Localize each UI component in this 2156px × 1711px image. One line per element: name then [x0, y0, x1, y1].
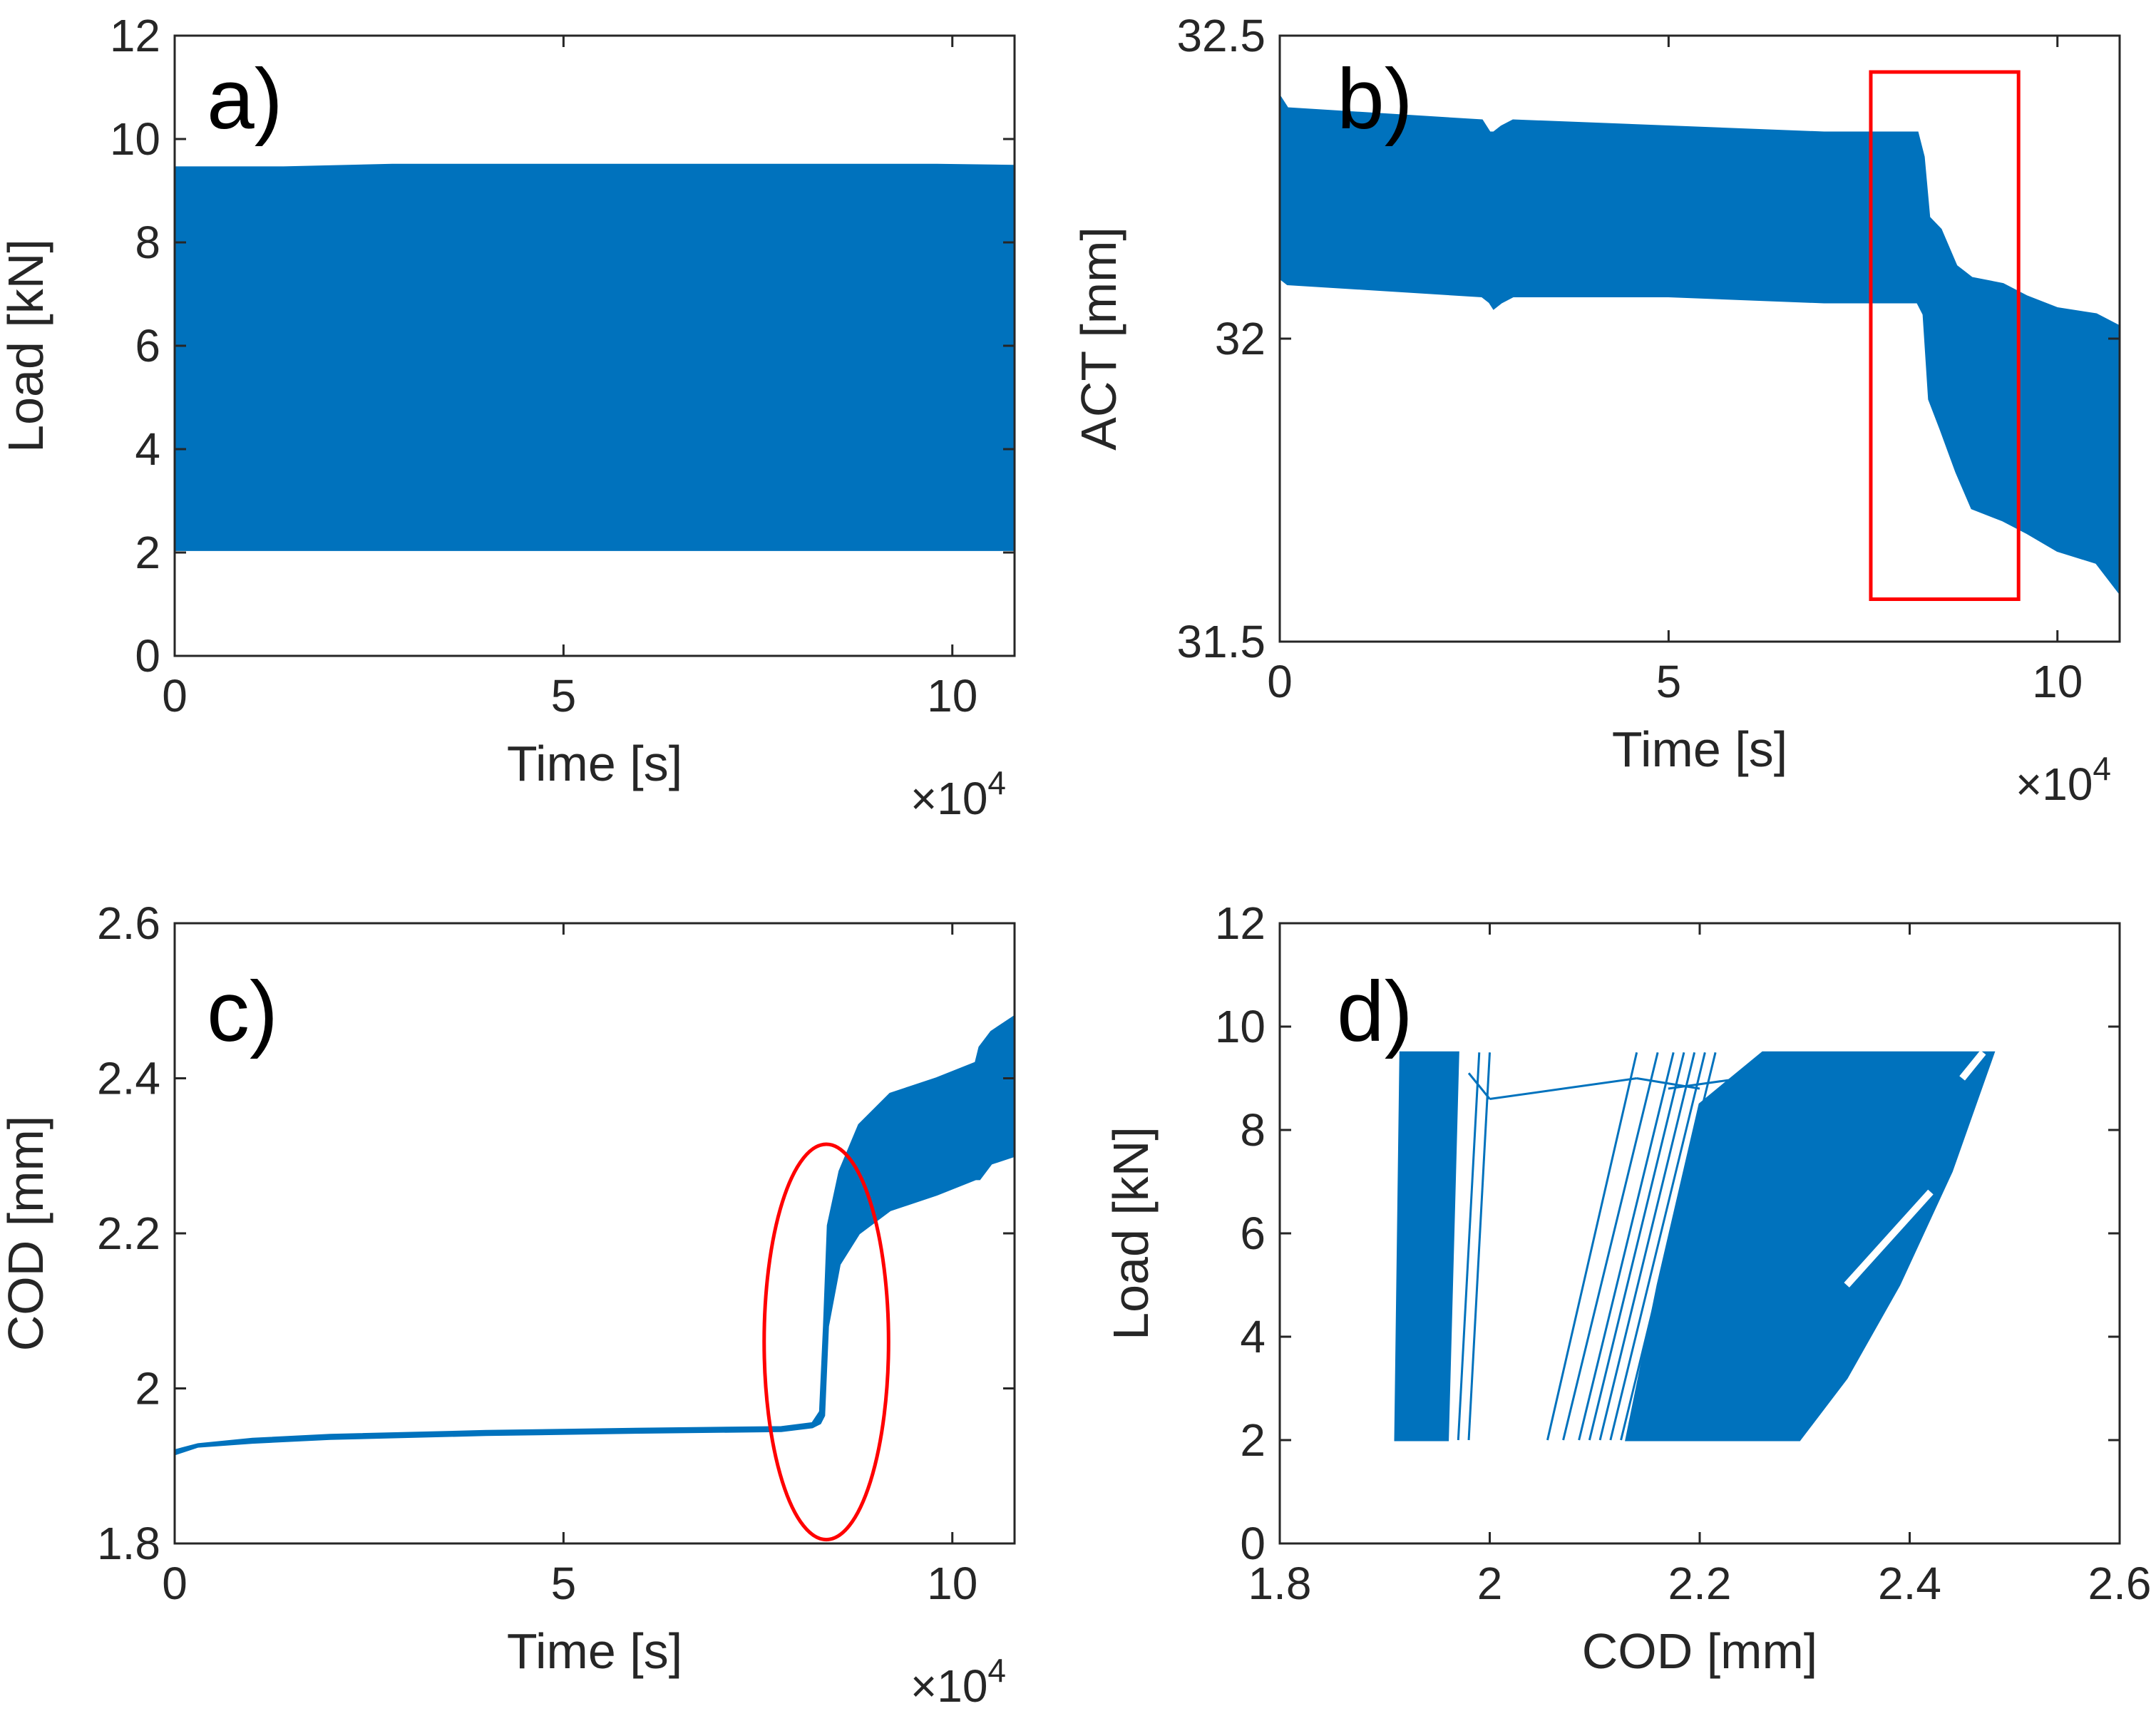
y-tick-label-a-2: 4	[135, 423, 160, 475]
series-line-d-12	[1668, 1077, 1742, 1090]
x-tick-label-b-0: 0	[1267, 656, 1293, 707]
x-tick-label-c-1: 5	[551, 1558, 577, 1609]
y-tick-label-a-3: 6	[135, 320, 160, 371]
y-tick-label-a-1: 2	[135, 527, 160, 578]
panel-a-x-multiplier: ×104	[910, 764, 1006, 824]
panel-c-data	[175, 1014, 1015, 1456]
x-tick-label-a-0: 0	[162, 670, 188, 721]
y-tick-label-d-5: 10	[1215, 1001, 1266, 1052]
x-tick-label-a-1: 5	[551, 670, 577, 721]
y-tick-label-c-1: 2	[135, 1363, 160, 1414]
y-tick-label-b-0: 31.5	[1176, 616, 1266, 667]
series-line-d-7	[1588, 1052, 1685, 1441]
panel-d-ticks: 1.8 2 2.2 2.4 2.6 0 2 4 6 8 10 12	[1215, 898, 2152, 1609]
panel-b-y-axis-label: ACT [mm]	[1071, 227, 1126, 451]
panel-b-label: b)	[1337, 51, 1413, 147]
series-line-d-2	[1489, 1077, 1637, 1100]
panel-a-data	[175, 163, 1015, 551]
y-tick-label-d-0: 0	[1240, 1518, 1266, 1569]
x-tick-label-b-2: 10	[2032, 656, 2083, 707]
panel-b-x-multiplier: ×104	[2016, 750, 2111, 810]
y-tick-label-d-1: 2	[1240, 1414, 1266, 1466]
x-tick-label-d-2: 2.2	[1668, 1558, 1732, 1609]
series-region-d-1	[1625, 1051, 1996, 1442]
y-tick-label-c-2: 2.2	[97, 1208, 160, 1259]
panel-a-label: a)	[207, 51, 283, 147]
y-tick-label-d-4: 8	[1240, 1104, 1266, 1156]
series-line-d-9	[1609, 1052, 1706, 1441]
highlight-rectangle-b	[1869, 70, 2021, 601]
panel-b-data	[1280, 94, 2120, 595]
y-tick-label-c-0: 1.8	[97, 1518, 160, 1569]
highlight-ellipse-c	[762, 1142, 890, 1542]
panel-c-ticks: 0 5 10 1.8 2 2.2 2.4 2.6	[97, 898, 1015, 1609]
panel-c-annotations	[762, 1142, 890, 1542]
chart-panel-c: 0 5 10 1.8 2 2.2 2.4 2.6 c) Time [s] COD [mm] ×…	[0, 898, 1016, 1711]
panel-a-x-axis-label: Time [s]	[507, 736, 682, 791]
y-tick-label-c-4: 2.6	[97, 898, 160, 949]
panel-d-y-axis-label: Load [kN]	[1103, 1126, 1159, 1340]
panel-d-data	[1394, 1050, 1996, 1442]
y-tick-label-c-3: 2.4	[97, 1053, 160, 1104]
series-line-d-6	[1578, 1052, 1675, 1441]
series-line-d-0	[1467, 1052, 1491, 1441]
y-tick-label-b-2: 32.5	[1176, 10, 1266, 61]
series-band-a-0	[175, 163, 1015, 551]
series-line-d-4	[1546, 1052, 1638, 1441]
x-tick-label-d-1: 2	[1477, 1558, 1503, 1609]
panel-c-x-axis-label: Time [s]	[507, 1623, 682, 1679]
panel-c-y-axis-label: COD [mm]	[0, 1116, 53, 1352]
chart-panel-b: 0 5 10 31.5 32 32.5 b) Time [s] ACT [mm] ×104	[1071, 10, 2121, 810]
y-tick-label-d-6: 12	[1215, 898, 1266, 949]
series-line-d-10	[1620, 1052, 1717, 1441]
chart-panel-d: 1.8 2 2.2 2.4 2.6 0 2 4 6 8 10 12 d) COD [mm] Load …	[1103, 898, 2151, 1679]
series-line-d-3	[1467, 1072, 1491, 1100]
panel-b-annotations	[1869, 70, 2021, 601]
series-line-d-5	[1562, 1052, 1659, 1441]
panel-c-axes-box	[173, 922, 1016, 1545]
y-tick-label-a-6: 12	[110, 10, 160, 61]
series-line-d-1	[1457, 1052, 1481, 1441]
series-band-c-0	[175, 1014, 1015, 1456]
x-tick-label-d-0: 1.8	[1248, 1558, 1312, 1609]
x-tick-label-d-3: 2.4	[1878, 1558, 1941, 1609]
x-tick-label-a-2: 10	[927, 670, 977, 721]
panel-d-label: d)	[1337, 964, 1413, 1059]
y-tick-label-d-3: 6	[1240, 1208, 1266, 1259]
x-tick-label-d-4: 2.6	[2088, 1558, 2152, 1609]
x-tick-label-c-2: 10	[927, 1558, 977, 1609]
x-tick-label-b-1: 5	[1656, 656, 1682, 707]
series-line-d-8	[1598, 1052, 1696, 1441]
y-tick-label-a-5: 10	[110, 113, 160, 165]
panel-d-x-axis-label: COD [mm]	[1582, 1623, 1818, 1679]
y-tick-label-b-1: 32	[1215, 313, 1266, 364]
panel-c-label: c)	[207, 964, 278, 1059]
panel-b-ticks: 0 5 10 31.5 32 32.5	[1176, 10, 2120, 707]
series-band-b-0	[1280, 94, 2120, 595]
y-tick-label-d-2: 4	[1240, 1311, 1266, 1362]
y-tick-label-a-4: 8	[135, 217, 160, 268]
panel-a-ticks: 0 5 10 0 2 4 6 8 10 12	[110, 10, 1015, 721]
x-tick-label-c-0: 0	[162, 1558, 188, 1609]
y-tick-label-a-0: 0	[135, 630, 160, 682]
panel-b-x-axis-label: Time [s]	[1612, 721, 1787, 777]
series-gap-d-0	[1844, 1189, 1934, 1288]
series-line-d-11	[1636, 1077, 1700, 1090]
series-gap-d-1	[1959, 1050, 1986, 1081]
chart-panel-a: 0 5 10 0 2 4 6 8 10 12 a) Time [s] Load [kN] ×104	[0, 10, 1016, 824]
panel-a-y-axis-label: Load [kN]	[0, 239, 53, 453]
series-region-d-0	[1394, 1051, 1459, 1442]
panel-c-x-multiplier: ×104	[910, 1652, 1006, 1711]
